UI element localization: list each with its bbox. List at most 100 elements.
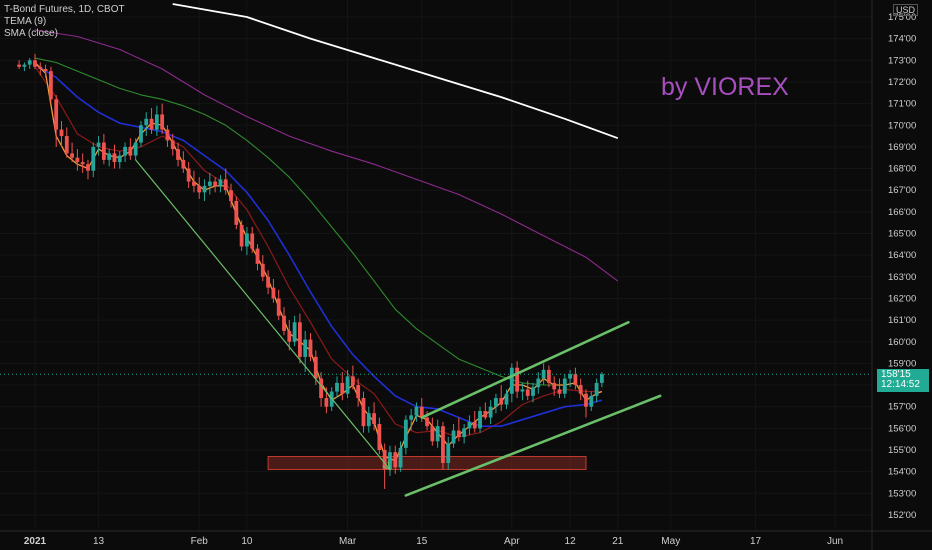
candle-up[interactable] (509, 367, 514, 394)
candle-down[interactable] (170, 140, 175, 150)
candle-up[interactable] (504, 393, 509, 405)
candle-down[interactable] (160, 114, 165, 130)
candle-down[interactable] (557, 389, 562, 394)
candle-down[interactable] (181, 159, 186, 169)
candle-down[interactable] (17, 64, 22, 67)
candle-up[interactable] (488, 406, 493, 418)
candle-down[interactable] (377, 424, 382, 450)
candle-down[interactable] (54, 99, 59, 130)
candle-down[interactable] (287, 330, 292, 342)
ma-line-sma-purple[interactable] (34, 29, 619, 282)
trend-line[interactable] (135, 159, 391, 471)
candle-down[interactable] (255, 248, 260, 264)
candle-up[interactable] (536, 378, 541, 388)
candle-up[interactable] (123, 146, 127, 156)
candle-down[interactable] (48, 71, 53, 100)
candle-up[interactable] (462, 428, 467, 438)
candle-down[interactable] (319, 378, 323, 399)
candle-down[interactable] (64, 136, 69, 154)
candle-down[interactable] (382, 450, 387, 470)
candle-down[interactable] (324, 398, 329, 407)
candle-up[interactable] (589, 395, 594, 407)
support-zone-box[interactable] (267, 455, 587, 470)
candle-down[interactable] (430, 426, 435, 442)
candle-down[interactable] (298, 322, 302, 357)
candle-up[interactable] (345, 376, 350, 394)
candle-up[interactable] (303, 339, 308, 357)
candle-down[interactable] (80, 162, 85, 165)
candle-down[interactable] (128, 146, 133, 156)
candle-up[interactable] (202, 185, 207, 193)
candle-down[interactable] (340, 382, 345, 394)
candle-down[interactable] (70, 153, 74, 158)
candle-up[interactable] (388, 452, 392, 470)
candle-down[interactable] (573, 374, 578, 386)
candle-up[interactable] (541, 369, 546, 379)
candle-up[interactable] (207, 181, 212, 186)
candle-up[interactable] (414, 406, 419, 416)
candle-down[interactable] (197, 185, 202, 193)
candle-up[interactable] (133, 142, 138, 156)
candle-down[interactable] (266, 276, 271, 288)
candle-down[interactable] (547, 369, 551, 383)
candle-up[interactable] (599, 374, 604, 383)
candle-up[interactable] (568, 374, 572, 379)
candle-up[interactable] (520, 389, 525, 392)
candle-down[interactable] (33, 60, 37, 67)
candle-down[interactable] (372, 413, 376, 425)
candle-down[interactable] (441, 426, 445, 463)
candle-up[interactable] (154, 114, 159, 130)
candle-up[interactable] (451, 430, 456, 444)
candle-down[interactable] (515, 367, 520, 392)
candle-down[interactable] (282, 315, 286, 331)
currency-label[interactable]: USD (893, 4, 919, 16)
candle-down[interactable] (234, 201, 239, 225)
candle-down[interactable] (361, 398, 366, 427)
candle-down[interactable] (472, 421, 477, 429)
candle-up[interactable] (335, 382, 339, 392)
candle-down[interactable] (578, 385, 583, 394)
candle-down[interactable] (43, 68, 48, 72)
candle-down[interactable] (229, 190, 233, 202)
ma-line-sma-blue[interactable] (34, 63, 603, 427)
candle-down[interactable] (59, 129, 64, 137)
candle-down[interactable] (552, 382, 557, 390)
candle-up[interactable] (139, 125, 143, 143)
candle-up[interactable] (366, 413, 371, 427)
candle-down[interactable] (186, 168, 191, 182)
candle-down[interactable] (350, 376, 355, 386)
candle-up[interactable] (562, 378, 567, 394)
ma-line-sma-green[interactable] (34, 57, 555, 386)
candle-up[interactable] (144, 118, 149, 126)
candle-down[interactable] (149, 118, 154, 130)
trend-line[interactable] (404, 394, 662, 497)
candle-down[interactable] (223, 179, 228, 191)
candle-up[interactable] (245, 233, 249, 247)
candle-up[interactable] (409, 415, 414, 420)
legend-indicator-sma[interactable]: SMA (close) (4, 28, 58, 39)
candle-down[interactable] (239, 224, 244, 247)
candle-down[interactable] (308, 339, 313, 357)
candle-down[interactable] (250, 233, 255, 249)
candle-up[interactable] (531, 387, 535, 396)
candle-up[interactable] (478, 411, 482, 429)
candle-down[interactable] (260, 263, 265, 277)
candle-up[interactable] (446, 443, 451, 463)
candle-down[interactable] (165, 129, 170, 141)
candle-up[interactable] (398, 447, 403, 468)
candle-down[interactable] (313, 356, 318, 379)
candle-down[interactable] (584, 393, 588, 407)
candle-down[interactable] (499, 398, 504, 405)
candle-up[interactable] (91, 146, 96, 171)
candle-up[interactable] (594, 382, 599, 396)
trend-line[interactable] (420, 320, 630, 419)
candle-down[interactable] (525, 389, 530, 396)
candle-up[interactable] (435, 426, 440, 442)
candle-up[interactable] (27, 60, 32, 65)
candle-down[interactable] (112, 153, 117, 163)
candle-up[interactable] (117, 155, 122, 163)
candle-down[interactable] (483, 411, 488, 418)
candle-up[interactable] (22, 64, 27, 67)
candle-down[interactable] (276, 298, 281, 316)
ma-line-sma-white[interactable] (172, 3, 619, 140)
